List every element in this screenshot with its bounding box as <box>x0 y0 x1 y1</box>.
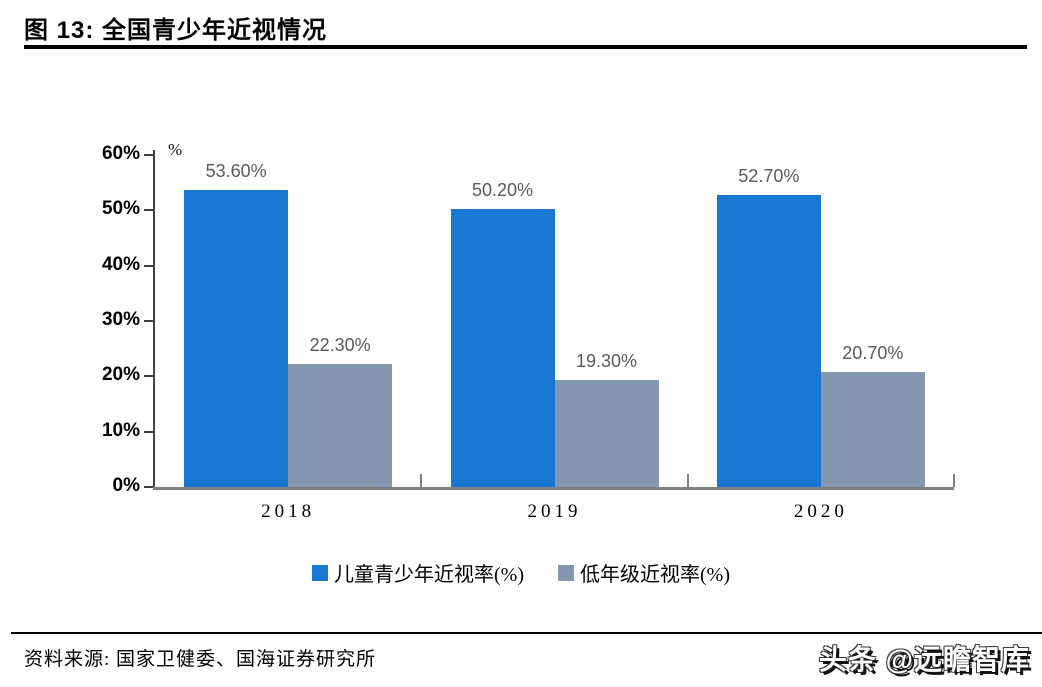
watermark-toutiao: 头条 @远瞻智库 <box>818 644 1030 675</box>
bar-gray-2019 <box>554 380 659 487</box>
legend-item-gray-series: 低年级近视率(%) <box>558 558 730 587</box>
y-axis-unit-label: % <box>168 140 183 159</box>
y-tick <box>144 430 153 433</box>
legend-label: 低年级近视率(%) <box>580 564 730 586</box>
x-axis-label-2020: 2020 <box>793 501 848 522</box>
legend-swatch-icon <box>558 564 574 581</box>
y-tick <box>144 209 153 212</box>
y-tick <box>144 320 153 322</box>
y-tick <box>144 486 153 488</box>
x-tick <box>686 474 689 487</box>
bar-blue-2018 <box>184 190 289 487</box>
x-tick <box>420 474 423 487</box>
legend-label: 儿童青少年近视率(%) <box>334 564 524 586</box>
bar-value-label: 52.70% <box>738 166 800 187</box>
y-tick <box>144 264 153 267</box>
y-axis-label: 30% <box>101 309 140 330</box>
bar-gray-2020 <box>820 372 925 487</box>
bar-blue-2019 <box>450 209 555 487</box>
x-axis <box>153 487 954 490</box>
bar-blue-2020 <box>716 195 821 487</box>
y-axis-label: 20% <box>101 364 140 386</box>
bar-value-label: 19.30% <box>575 351 638 372</box>
figure-title: 图 13: 全国青少年近视情况 <box>24 17 328 44</box>
title-underline <box>24 45 1027 49</box>
chart-legend: 儿童青少年近视率(%) 低年级近视率(%) <box>0 558 1042 587</box>
bar-gray-2018 <box>288 363 393 487</box>
x-axis-label-2019: 2019 <box>527 501 582 522</box>
y-axis-label: 0% <box>112 475 140 496</box>
x-tick <box>953 474 955 487</box>
legend-swatch-icon <box>312 564 329 581</box>
bar-value-label: 50.20% <box>471 180 534 201</box>
source-note: 资料来源: 国家卫健委、国海证券研究所 <box>24 649 377 670</box>
x-axis-label-2018: 2018 <box>261 501 316 522</box>
footer-divider <box>11 632 1042 634</box>
bar-value-label: 53.60% <box>205 161 267 182</box>
bar-value-label: 22.30% <box>309 334 371 355</box>
y-tick <box>144 375 153 378</box>
legend-item-blue-series: 儿童青少年近视率(%) <box>312 558 524 587</box>
y-tick <box>144 154 153 156</box>
bar-value-label: 20.70% <box>842 343 904 364</box>
y-axis-label: 60% <box>101 143 140 164</box>
y-axis-label: 40% <box>101 253 140 275</box>
y-axis <box>153 150 155 490</box>
y-axis-label: 50% <box>101 198 140 220</box>
y-axis-label: 10% <box>101 419 140 441</box>
